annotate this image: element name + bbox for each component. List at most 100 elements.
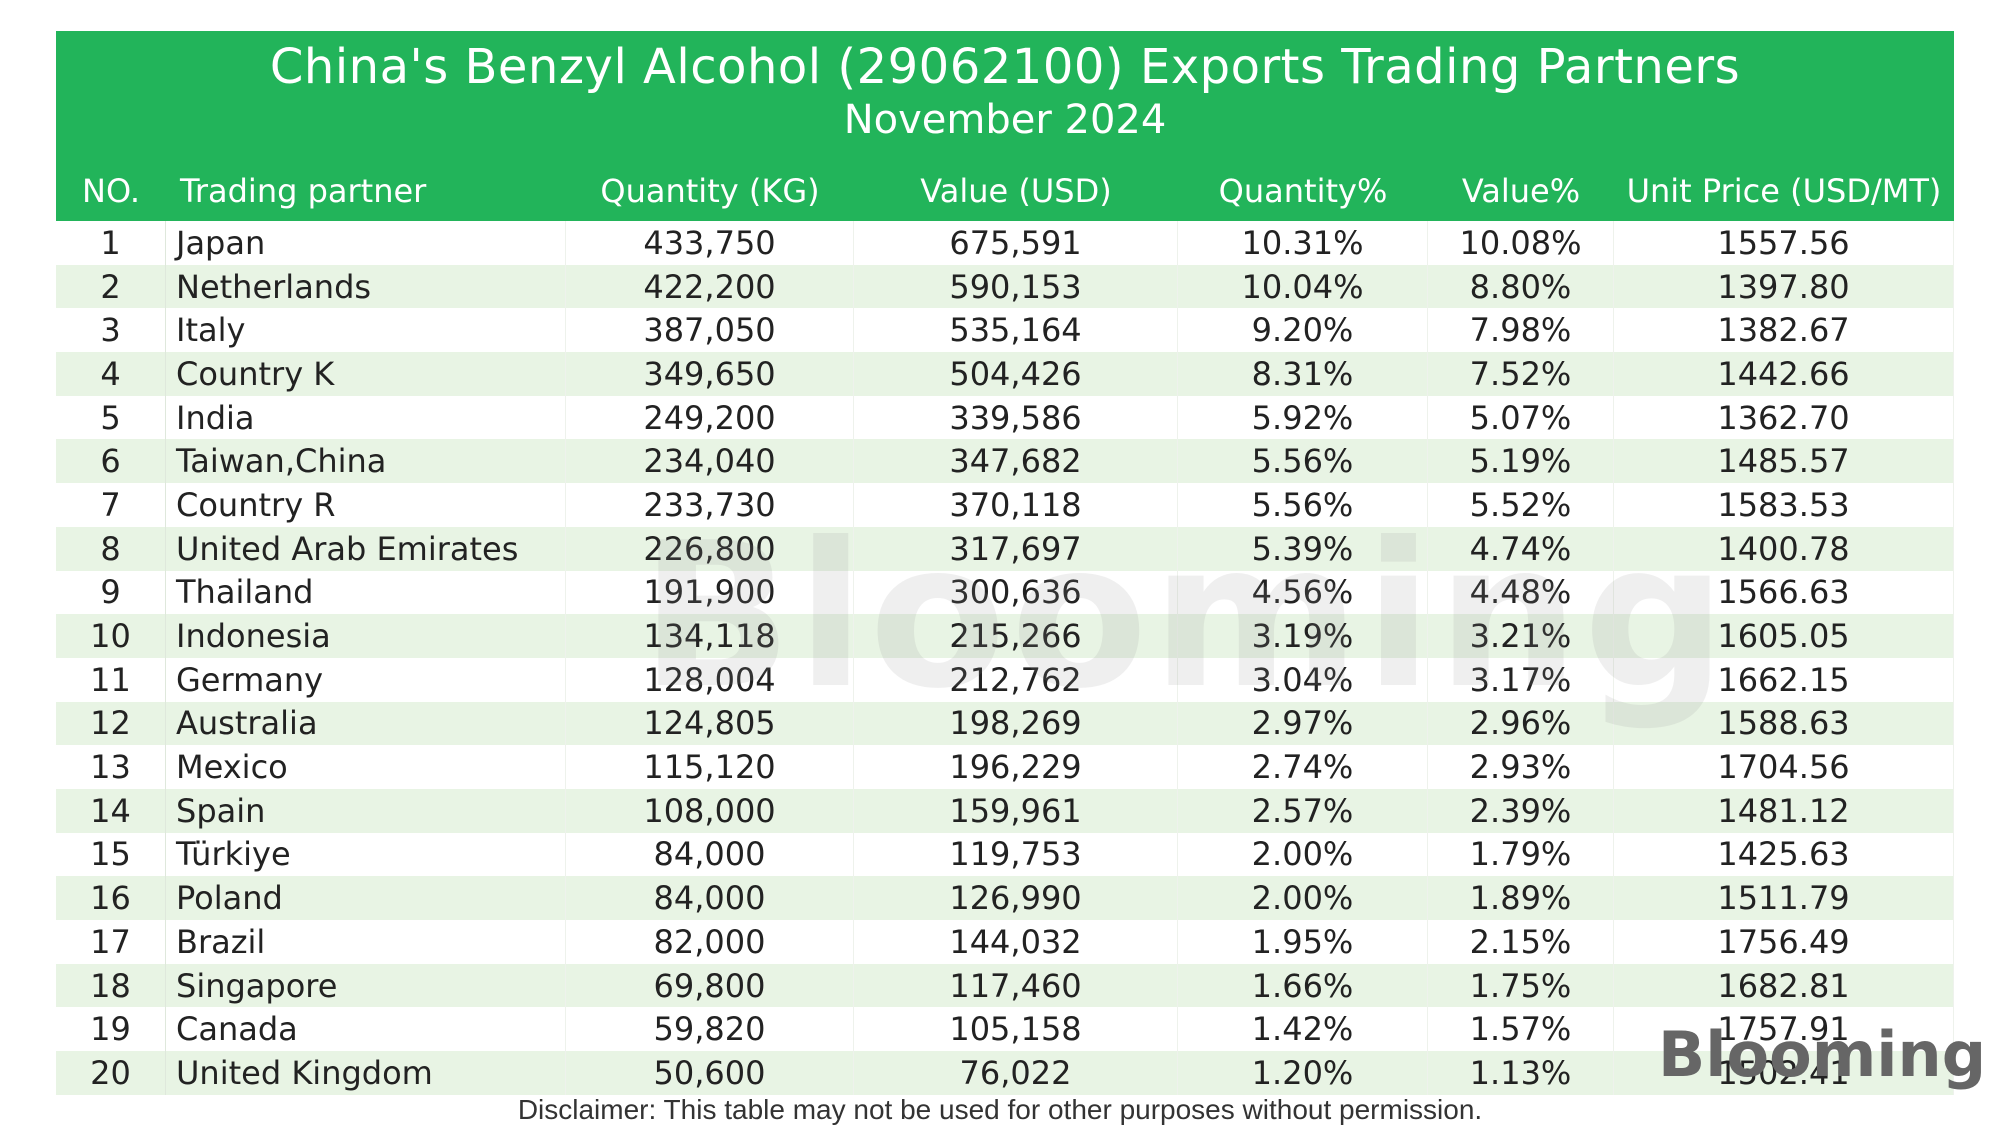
cell-no: 14	[56, 788, 166, 833]
table-row: 12 Australia 124,805 198,269 2.97% 2.96% 1588.…	[56, 701, 1954, 746]
cell-partner: Thailand	[166, 570, 566, 615]
cell-value: 504,426	[854, 352, 1178, 396]
cell-unit-price: 1442.66	[1614, 352, 1954, 396]
table-row: 9 Thailand 191,900 300,636 4.56% 4.48% 1566.63	[56, 570, 1954, 615]
cell-quantity: 422,200	[566, 264, 854, 309]
cell-unit-price: 1485.57	[1614, 439, 1954, 484]
cell-no: 3	[56, 308, 166, 353]
column-header-quantity: Quantity (KG)	[600, 172, 820, 210]
cell-quantity: 124,805	[566, 701, 854, 746]
cell-quantity-pct: 3.04%	[1178, 657, 1428, 702]
table-row: 15 Türkiye 84,000 119,753 2.00% 1.79% 1425.63	[56, 832, 1954, 877]
cell-value: 347,682	[854, 439, 1178, 484]
column-header-value: Value (USD)	[920, 172, 1112, 210]
cell-no: 1	[56, 221, 166, 265]
table-row: 10 Indonesia 134,118 215,266 3.19% 3.21% 1605.…	[56, 614, 1954, 658]
cell-value: 339,586	[854, 395, 1178, 440]
table-row: 5 India 249,200 339,586 5.92% 5.07% 1362.70	[56, 395, 1954, 440]
cell-partner: Country K	[166, 352, 566, 396]
cell-value: 675,591	[854, 221, 1178, 265]
cell-partner: Indonesia	[166, 614, 566, 658]
table-row: 13 Mexico 115,120 196,229 2.74% 2.93% 1704.56	[56, 745, 1954, 789]
cell-quantity-pct: 2.00%	[1178, 876, 1428, 920]
cell-no: 8	[56, 526, 166, 571]
cell-quantity: 349,650	[566, 352, 854, 396]
cell-quantity-pct: 1.42%	[1178, 1007, 1428, 1052]
cell-unit-price: 1382.67	[1614, 308, 1954, 353]
cell-value: 117,460	[854, 963, 1178, 1008]
cell-value-pct: 1.57%	[1428, 1007, 1614, 1052]
cell-quantity-pct: 3.19%	[1178, 614, 1428, 658]
table-row: 16 Poland 84,000 126,990 2.00% 1.89% 1511.79	[56, 876, 1954, 920]
cell-partner: Singapore	[166, 963, 566, 1008]
cell-partner: Mexico	[166, 745, 566, 789]
cell-value-pct: 5.52%	[1428, 483, 1614, 527]
cell-partner: United Arab Emirates	[166, 526, 566, 571]
cell-quantity: 233,730	[566, 483, 854, 527]
cell-unit-price: 1588.63	[1614, 701, 1954, 746]
column-header-quantity-pct: Quantity%	[1218, 172, 1388, 210]
cell-value: 126,990	[854, 876, 1178, 920]
cell-value: 590,153	[854, 264, 1178, 309]
cell-unit-price: 1397.80	[1614, 264, 1954, 309]
disclaimer-text: Disclaimer: This table may not be used f…	[517, 1094, 1483, 1125]
column-header-no: NO.	[82, 172, 140, 210]
cell-quantity: 128,004	[566, 657, 854, 702]
cell-quantity-pct: 2.74%	[1178, 745, 1428, 789]
cell-no: 11	[56, 657, 166, 702]
cell-value-pct: 7.52%	[1428, 352, 1614, 396]
cell-unit-price: 1400.78	[1614, 526, 1954, 571]
table-row: 17 Brazil 82,000 144,032 1.95% 2.15% 1756.49	[56, 920, 1954, 964]
table-frame: China's Benzyl Alcohol (29062100) Export…	[56, 31, 1954, 1095]
cell-quantity-pct: 4.56%	[1178, 570, 1428, 615]
table-subtitle: November 2024	[843, 97, 1167, 143]
cell-partner: Japan	[166, 221, 566, 265]
cell-value: 198,269	[854, 701, 1178, 746]
cell-quantity-pct: 2.57%	[1178, 788, 1428, 833]
table-body: 1 Japan 433,750 675,591 10.31% 10.08% 1557.56 2…	[56, 221, 1954, 1095]
cell-partner: Italy	[166, 308, 566, 353]
cell-partner: Spain	[166, 788, 566, 833]
cell-quantity: 59,820	[566, 1007, 854, 1052]
cell-quantity-pct: 5.56%	[1178, 483, 1428, 527]
table-row: 8 United Arab Emirates 226,800 317,697 5.39%…	[56, 526, 1954, 571]
cell-quantity: 249,200	[566, 395, 854, 440]
cell-unit-price: 1566.63	[1614, 570, 1954, 615]
cell-quantity: 433,750	[566, 221, 854, 265]
cell-unit-price: 1557.56	[1614, 221, 1954, 265]
cell-partner: Brazil	[166, 920, 566, 964]
cell-value-pct: 4.48%	[1428, 570, 1614, 615]
cell-no: 15	[56, 832, 166, 877]
cell-partner: Canada	[166, 1007, 566, 1052]
cell-partner: India	[166, 395, 566, 440]
cell-value: 535,164	[854, 308, 1178, 353]
cell-quantity-pct: 10.31%	[1178, 221, 1428, 265]
cell-value-pct: 5.07%	[1428, 395, 1614, 440]
cell-value-pct: 2.96%	[1428, 701, 1614, 746]
cell-no: 4	[56, 352, 166, 396]
cell-value-pct: 7.98%	[1428, 308, 1614, 353]
cell-quantity-pct: 1.66%	[1178, 963, 1428, 1008]
cell-unit-price: 1605.05	[1614, 614, 1954, 658]
cell-quantity-pct: 8.31%	[1178, 352, 1428, 396]
cell-value-pct: 3.17%	[1428, 657, 1614, 702]
cell-value-pct: 10.08%	[1428, 221, 1614, 265]
cell-partner: United Kingdom	[166, 1051, 566, 1095]
cell-unit-price: 1425.63	[1614, 832, 1954, 877]
cell-value: 215,266	[854, 614, 1178, 658]
cell-quantity: 115,120	[566, 745, 854, 789]
cell-quantity: 134,118	[566, 614, 854, 658]
cell-quantity: 50,600	[566, 1051, 854, 1095]
cell-quantity: 69,800	[566, 963, 854, 1008]
cell-no: 9	[56, 570, 166, 615]
cell-unit-price: 1481.12	[1614, 788, 1954, 833]
cell-value-pct: 3.21%	[1428, 614, 1614, 658]
cell-partner: Germany	[166, 657, 566, 702]
cell-partner: Poland	[166, 876, 566, 920]
column-headers: NO. Trading partner Quantity (KG) Value …	[56, 167, 1954, 215]
table-header: China's Benzyl Alcohol (29062100) Export…	[56, 31, 1954, 221]
cell-unit-price: 1662.15	[1614, 657, 1954, 702]
cell-unit-price: 1682.81	[1614, 963, 1954, 1008]
table-title: China's Benzyl Alcohol (29062100) Export…	[269, 39, 1741, 95]
cell-quantity: 82,000	[566, 920, 854, 964]
